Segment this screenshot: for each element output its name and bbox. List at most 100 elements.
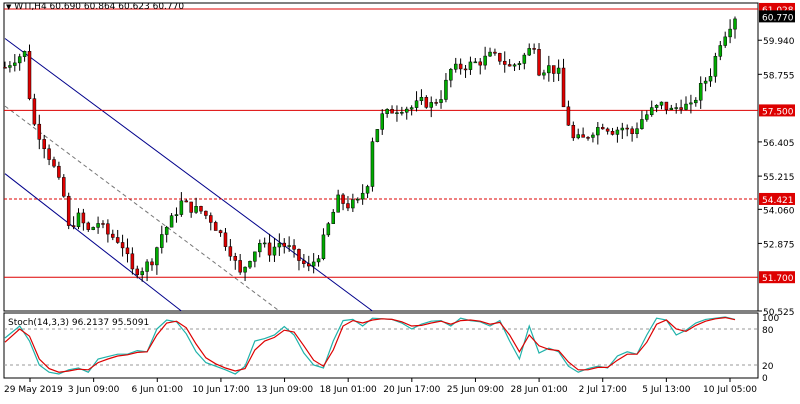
candle — [596, 127, 600, 136]
candle — [86, 222, 91, 230]
x-tick-label: 13 Jun 09:00 — [256, 385, 313, 395]
candle — [684, 103, 688, 110]
candle — [321, 234, 326, 259]
candle — [498, 53, 502, 62]
x-tick-label: 5 Jul 13:00 — [642, 385, 691, 395]
candle — [507, 64, 512, 67]
candle — [473, 61, 478, 64]
candle — [341, 194, 345, 204]
candle — [57, 165, 61, 178]
candle — [233, 256, 238, 261]
candle — [66, 195, 71, 226]
level-tag-label: 54.421 — [762, 196, 794, 206]
candle — [404, 108, 409, 113]
candle — [155, 247, 159, 266]
candle — [733, 18, 737, 30]
candle — [669, 107, 674, 110]
candle — [292, 245, 296, 250]
candle — [723, 36, 727, 46]
candle — [62, 177, 66, 197]
candle — [125, 247, 130, 255]
symbol-dropdown-icon[interactable]: ▼ — [6, 3, 12, 11]
candle — [3, 67, 7, 69]
stoch-label: Stoch(14,3,3) 96.2137 95.5091 — [8, 318, 149, 328]
y-tick-label: 54.060 — [763, 206, 795, 216]
candle — [527, 48, 531, 56]
x-tick-label: 18 Jun 01:00 — [320, 385, 377, 395]
candle — [218, 230, 223, 234]
candle — [115, 237, 120, 243]
candle — [458, 63, 463, 70]
candle — [542, 72, 546, 76]
candle — [453, 63, 458, 70]
stoch-pane-frame — [3, 312, 759, 379]
level-tag — [759, 104, 795, 117]
candle — [449, 69, 453, 81]
chart-header: ▼ WTI,H4 60.690 60.864 60.623 60.770 — [6, 2, 184, 12]
candle — [52, 159, 56, 167]
candle — [336, 194, 340, 213]
candle — [679, 107, 683, 110]
candle — [625, 127, 629, 130]
stochastic-indicator — [4, 316, 758, 375]
candle — [424, 97, 429, 108]
candle — [537, 49, 541, 76]
candle — [248, 261, 252, 268]
candle — [547, 65, 551, 74]
candle — [96, 223, 100, 228]
channel-middle-line — [4, 105, 280, 312]
y-tick-label: 59.940 — [763, 37, 795, 47]
candle — [297, 249, 301, 261]
candle — [654, 104, 659, 108]
candle — [213, 222, 218, 231]
candle — [258, 243, 262, 253]
x-tick-label: 20 Jun 17:00 — [383, 385, 440, 395]
candle — [8, 65, 12, 68]
candle — [468, 61, 473, 70]
candle — [434, 102, 438, 104]
candle — [71, 225, 76, 228]
candle — [253, 251, 257, 262]
candle — [179, 200, 184, 215]
candle — [517, 63, 522, 66]
y-tick-label: 55.215 — [763, 173, 795, 183]
candle — [169, 215, 174, 228]
candle — [439, 99, 443, 103]
candle — [718, 45, 723, 57]
price-chart — [3, 8, 758, 312]
candle — [581, 134, 585, 138]
candle — [194, 206, 198, 213]
candle — [111, 233, 115, 238]
candle — [262, 242, 267, 245]
candle — [390, 109, 394, 114]
candle — [385, 109, 389, 114]
candle — [708, 76, 713, 82]
candle — [316, 258, 321, 263]
candle — [76, 212, 81, 228]
y-tick-label: 58.755 — [763, 71, 795, 81]
candle — [689, 102, 693, 105]
x-tick-label: 3 Jun 09:00 — [68, 385, 120, 395]
candle — [713, 56, 718, 77]
candle — [576, 134, 580, 139]
candle — [620, 127, 625, 131]
ohlc-readout: 60.690 60.864 60.623 60.770 — [49, 2, 185, 12]
candle — [365, 186, 370, 194]
candle — [27, 51, 32, 99]
candle — [380, 113, 384, 130]
candle — [645, 114, 649, 120]
candle — [47, 148, 51, 160]
y-tick-label: 56.405 — [763, 139, 795, 149]
candle — [160, 234, 164, 248]
candle — [640, 119, 644, 129]
candle — [571, 125, 576, 139]
candle — [674, 107, 678, 109]
candle — [209, 215, 213, 223]
candle — [302, 260, 306, 264]
candle — [556, 67, 561, 74]
candle — [522, 54, 527, 64]
candle — [17, 56, 22, 64]
level-tag-label: 51.700 — [762, 274, 794, 284]
